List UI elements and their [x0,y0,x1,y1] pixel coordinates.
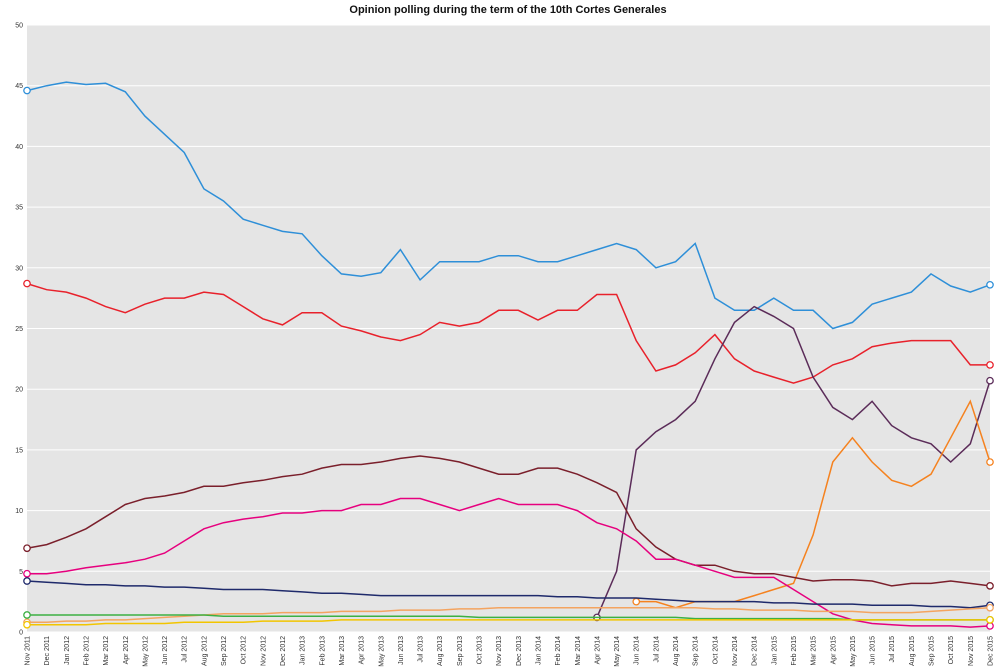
x-tick-label: Apr 2015 [830,636,837,665]
endpoint-marker [23,569,31,578]
x-tick-label: Jan 2014 [535,636,542,665]
x-tick-label: Dec 2013 [516,636,523,666]
x-tick-label: Dec 2012 [280,636,287,666]
endpoint-marker [986,616,994,624]
x-tick-label: Feb 2014 [555,636,562,666]
x-tick-label: Feb 2013 [319,636,326,666]
y-tick-label: 40 [15,144,23,151]
x-tick-label: Jul 2013 [418,636,425,663]
endpoint-marker [23,86,31,95]
x-tick-label: Nov 2011 [25,636,32,666]
endpoint-marker [986,376,994,385]
x-tick-label: Aug 2012 [201,636,208,666]
x-tick-label: Nov 2013 [496,636,503,666]
x-tick-label: Oct 2013 [477,636,484,665]
y-tick-label: 15 [15,447,23,454]
x-tick-label: Nov 2015 [968,636,975,666]
x-tick-label: Jan 2012 [64,636,71,665]
x-tick-label: May 2013 [378,636,385,667]
y-tick-label: 45 [15,83,23,90]
x-tick-label: Jun 2012 [162,636,169,665]
x-tick-label: Mar 2014 [575,636,582,666]
x-tick-label: Oct 2015 [948,636,955,665]
series-line [27,614,990,621]
y-tick-label: 25 [15,326,23,333]
endpoint-marker [23,279,31,288]
endpoint-marker [23,620,31,629]
endpoint-marker [986,603,994,612]
x-tick-label: Dec 2015 [988,636,995,666]
x-tick-label: Jun 2014 [634,636,641,665]
series-line [26,580,991,609]
x-tick-label: Apr 2012 [123,636,130,665]
x-tick-label: Oct 2012 [241,636,248,665]
endpoint-marker [23,544,31,553]
x-tick-label: May 2012 [142,636,149,667]
endpoint-marker [986,458,994,466]
endpoint-marker [632,597,641,606]
x-tick-label: May 2014 [614,636,621,667]
y-tick-label: 20 [15,387,23,394]
endpoint-marker [23,577,31,585]
x-tick-label: Mar 2015 [811,636,818,666]
y-tick-label: 0 [19,630,23,637]
x-tick-label: Jul 2014 [653,636,660,663]
x-tick-label: May 2015 [850,636,857,667]
x-tick-label: Apr 2014 [594,636,601,665]
chart-title: Opinion polling during the term of the 1… [349,4,666,16]
x-tick-label: Jun 2013 [398,636,405,665]
x-tick-label: Sep 2012 [221,636,228,666]
x-tick-label: Sep 2013 [457,636,464,666]
series-line [26,455,991,587]
x-tick-label: Mar 2013 [339,636,346,666]
y-tick-label: 50 [15,23,23,30]
series-line [596,305,991,618]
x-tick-label: Jan 2015 [771,636,778,665]
x-tick-label: Aug 2013 [437,636,444,666]
endpoint-marker [986,582,994,590]
x-tick-label: Jul 2012 [182,636,189,663]
x-tick-label: Aug 2014 [673,636,680,666]
series-line [27,606,991,624]
endpoint-marker [986,280,994,289]
y-tick-label: 5 [19,569,23,576]
x-tick-label: Feb 2012 [83,636,90,666]
series-line [26,282,990,384]
series-line [26,81,991,330]
x-tick-label: Nov 2012 [260,636,267,666]
x-tick-label: Aug 2015 [909,636,916,666]
series-line [27,619,990,626]
x-tick-label: Oct 2014 [712,636,719,665]
x-tick-label: Dec 2011 [44,636,51,666]
y-tick-label: 10 [15,508,23,515]
y-tick-label: 30 [15,265,23,272]
endpoint-marker [23,611,31,619]
x-tick-label: Jun 2015 [870,636,877,665]
y-tick-label: 35 [15,205,23,212]
x-tick-label: Jan 2013 [300,636,307,665]
x-tick-label: Nov 2014 [732,636,739,666]
x-tick-label: Dec 2014 [752,636,759,666]
x-tick-label: Jul 2015 [889,636,896,663]
x-tick-label: Sep 2014 [693,636,700,666]
endpoint-marker [986,361,994,369]
x-tick-label: Mar 2012 [103,636,110,666]
x-tick-label: Feb 2015 [791,636,798,666]
x-tick-label: Sep 2015 [929,636,936,666]
x-tick-label: Apr 2013 [359,636,366,665]
